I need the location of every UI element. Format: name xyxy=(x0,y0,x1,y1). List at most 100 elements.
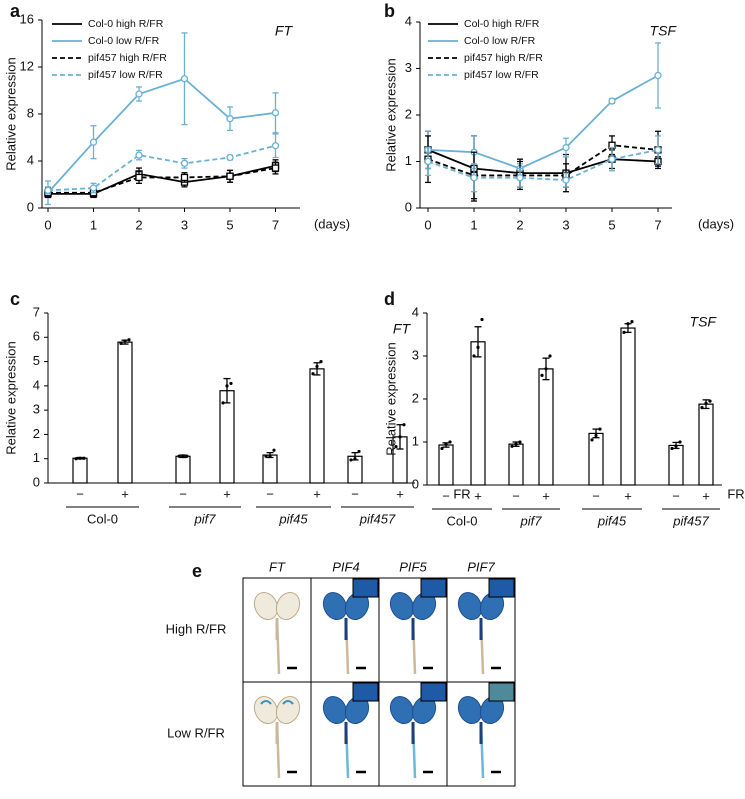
x-tick-label: − xyxy=(592,488,600,503)
point xyxy=(562,143,570,152)
x-axis-label: (days) xyxy=(314,216,350,231)
y-tick-label: 7 xyxy=(33,304,40,319)
y-axis-label: Relative expression xyxy=(383,58,398,171)
point xyxy=(608,155,616,163)
point xyxy=(226,153,234,162)
seedling xyxy=(253,591,301,675)
column-label: PIF5 xyxy=(399,559,427,574)
bar xyxy=(72,457,88,484)
group-axis-label: FR xyxy=(453,486,470,501)
point xyxy=(180,159,189,168)
x-tick-label: + xyxy=(702,488,710,503)
point xyxy=(271,164,280,172)
point xyxy=(135,90,143,98)
replicate-point xyxy=(264,454,268,458)
x-tick-label: 7 xyxy=(654,217,661,232)
replicate-point xyxy=(448,440,452,444)
series-line xyxy=(427,149,659,175)
replicate-point xyxy=(181,454,185,458)
group-label: pif457 xyxy=(359,511,396,526)
point xyxy=(654,146,662,154)
y-tick-label: 3 xyxy=(405,60,412,75)
bar xyxy=(117,341,133,484)
replicate-point xyxy=(123,339,127,343)
inset xyxy=(352,682,379,702)
x-tick-label: + xyxy=(223,486,231,501)
y-tick-label: 4 xyxy=(412,304,419,319)
y-tick-label: 6 xyxy=(33,329,40,344)
gene-annotation: FT xyxy=(275,23,294,39)
replicate-point xyxy=(78,456,82,460)
x-tick-label: − xyxy=(672,488,680,503)
replicate-point xyxy=(626,322,630,326)
replicate-point xyxy=(402,423,406,427)
series-line xyxy=(47,144,276,192)
y-tick-label: 3 xyxy=(412,347,419,362)
group-label: Col-0 xyxy=(446,513,477,528)
replicate-point xyxy=(440,446,444,451)
point xyxy=(89,138,98,146)
inset xyxy=(420,682,447,702)
replicate-point xyxy=(394,444,398,449)
inset xyxy=(352,578,379,598)
cotyledon xyxy=(389,695,415,725)
error-bar xyxy=(313,362,321,376)
point xyxy=(135,151,143,159)
x-tick-label: + xyxy=(396,486,404,501)
x-tick-label: 0 xyxy=(44,217,51,232)
cotyledon xyxy=(389,591,415,621)
replicate-point xyxy=(444,442,448,446)
series-line xyxy=(48,164,276,195)
replicate-point xyxy=(480,317,484,322)
bar xyxy=(219,390,235,484)
gene-annotation: TSF xyxy=(690,314,718,330)
y-tick-label: 2 xyxy=(405,106,412,121)
cotyledon xyxy=(457,695,483,725)
series-line xyxy=(427,74,659,170)
replicate-point xyxy=(398,435,402,439)
column-label: PIF4 xyxy=(332,559,359,574)
replicate-point xyxy=(622,330,626,334)
panel-label: b xyxy=(384,1,395,21)
y-tick-label: 2 xyxy=(33,426,40,441)
x-tick-label: 3 xyxy=(181,217,188,232)
point xyxy=(135,173,143,182)
replicate-point xyxy=(472,354,476,358)
bar xyxy=(508,443,524,486)
point xyxy=(226,172,234,180)
legend-label: pif457 low R/FR xyxy=(464,69,539,81)
replicate-point xyxy=(700,406,704,410)
series-line xyxy=(427,148,659,182)
point xyxy=(608,97,616,105)
gene-annotation: FT xyxy=(393,321,412,337)
replicate-point xyxy=(221,401,225,405)
replicate-point xyxy=(311,372,315,376)
stain xyxy=(260,700,294,705)
replicate-point xyxy=(82,456,86,460)
bar xyxy=(438,444,454,486)
gene-annotation: TSF xyxy=(650,23,678,39)
replicate-point xyxy=(119,341,123,345)
x-tick-label: + xyxy=(313,486,321,501)
replicate-point xyxy=(177,454,181,458)
y-tick-label: 1 xyxy=(33,450,40,465)
panel-label: a xyxy=(10,1,21,21)
cotyledon xyxy=(322,695,348,725)
group-axis-label: FR xyxy=(727,486,744,501)
row-label: Low R/FR xyxy=(167,725,225,740)
seedling xyxy=(457,578,515,675)
bar xyxy=(698,403,714,486)
x-tick-label: 0 xyxy=(424,217,431,232)
point xyxy=(562,176,570,184)
y-tick-label: 0 xyxy=(33,474,40,489)
x-tick-label: 1 xyxy=(470,217,477,232)
replicate-point xyxy=(708,399,712,403)
x-tick-label: 2 xyxy=(135,217,142,232)
replicate-point xyxy=(319,359,323,364)
series-line xyxy=(427,144,659,177)
cotyledon xyxy=(275,695,301,725)
point xyxy=(516,174,524,182)
y-tick-label: 0 xyxy=(405,199,412,214)
bar xyxy=(262,454,278,484)
replicate-point xyxy=(594,433,598,438)
